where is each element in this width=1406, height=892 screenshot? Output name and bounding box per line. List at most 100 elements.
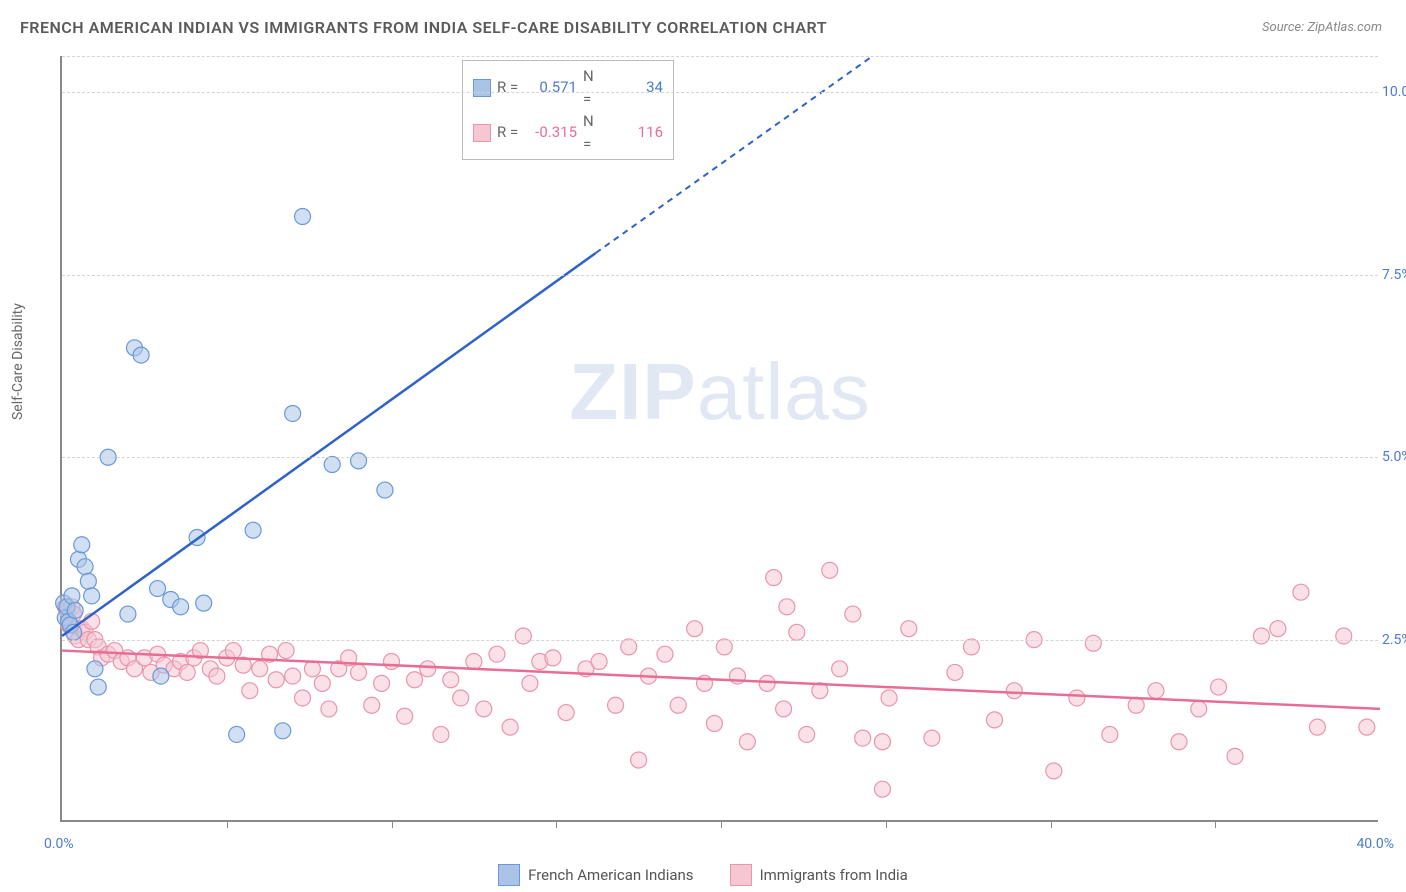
data-point: [1309, 719, 1325, 735]
data-point: [420, 661, 436, 677]
data-point: [397, 708, 413, 724]
data-point: [716, 639, 732, 655]
data-point: [874, 734, 890, 750]
stats-swatch-pink: [473, 124, 491, 142]
data-point: [324, 457, 340, 473]
plot-svg: [62, 56, 1378, 820]
data-point: [173, 599, 189, 615]
data-point: [275, 723, 291, 739]
data-point: [407, 672, 423, 688]
data-point: [150, 581, 166, 597]
data-point: [374, 675, 390, 691]
data-point: [179, 664, 195, 680]
data-point: [1211, 679, 1227, 695]
data-point: [558, 705, 574, 721]
data-point: [489, 646, 505, 662]
legend-item-blue: French American Indians: [498, 864, 693, 886]
data-point: [466, 654, 482, 670]
gridline-h: [62, 275, 1378, 276]
data-point: [476, 701, 492, 717]
data-point: [245, 522, 261, 538]
data-point: [822, 562, 838, 578]
data-point: [924, 730, 940, 746]
data-point: [502, 719, 518, 735]
data-point: [1253, 628, 1269, 644]
data-point: [779, 599, 795, 615]
data-point: [433, 726, 449, 742]
x-tick: [721, 820, 722, 828]
legend-label-blue: French American Indians: [528, 866, 693, 884]
gridline-h: [62, 92, 1378, 93]
data-point: [706, 716, 722, 732]
data-point: [881, 690, 897, 706]
legend: French American Indians Immigrants from …: [0, 864, 1406, 886]
data-point: [268, 672, 284, 688]
chart-title: FRENCH AMERICAN INDIAN VS IMMIGRANTS FRO…: [20, 18, 827, 37]
y-tick-label: 2.5%: [1382, 632, 1406, 648]
data-point: [278, 643, 294, 659]
data-point: [1046, 763, 1062, 779]
data-point: [377, 482, 393, 498]
y-tick-label: 7.5%: [1382, 267, 1406, 283]
data-point: [855, 730, 871, 746]
data-point: [776, 701, 792, 717]
y-tick-label: 5.0%: [1382, 449, 1406, 465]
data-point: [845, 606, 861, 622]
data-point: [242, 683, 258, 699]
data-point: [657, 646, 673, 662]
data-point: [1128, 697, 1144, 713]
stats-row-blue: R = 0.571 N = 34: [473, 65, 663, 110]
x-axis-min-label: 0.0%: [44, 836, 74, 852]
data-point: [153, 668, 169, 684]
data-point: [874, 781, 890, 797]
stats-box: R = 0.571 N = 34 R = -0.315 N = 116: [462, 60, 674, 160]
legend-item-pink: Immigrants from India: [730, 864, 908, 886]
legend-swatch-blue: [498, 864, 520, 886]
data-point: [1085, 635, 1101, 651]
data-point: [789, 624, 805, 640]
data-point: [1359, 719, 1375, 735]
stats-r-label: R =: [497, 76, 519, 99]
data-point: [1171, 734, 1187, 750]
data-point: [314, 675, 330, 691]
data-point: [87, 661, 103, 677]
stats-n-label: N =: [583, 110, 605, 155]
data-point: [252, 661, 268, 677]
data-point: [1191, 701, 1207, 717]
data-point: [196, 595, 212, 611]
data-point: [64, 588, 80, 604]
data-point: [1336, 628, 1352, 644]
data-point: [1148, 683, 1164, 699]
x-tick: [392, 820, 393, 828]
data-point: [1006, 683, 1022, 699]
data-point: [80, 573, 96, 589]
data-point: [1293, 584, 1309, 600]
stats-n-label: N =: [583, 65, 605, 110]
source-attribution: Source: ZipAtlas.com: [1262, 20, 1382, 35]
x-tick: [556, 820, 557, 828]
gridline-h: [62, 56, 1378, 57]
data-point: [295, 208, 311, 224]
data-point: [799, 726, 815, 742]
data-point: [515, 628, 531, 644]
x-tick: [1215, 820, 1216, 828]
data-point: [67, 602, 83, 618]
stats-r-label: R =: [497, 121, 519, 144]
data-point: [225, 643, 241, 659]
data-point: [901, 621, 917, 637]
data-point: [364, 697, 380, 713]
data-point: [670, 697, 686, 713]
y-axis-label: Self-Care Disability: [10, 303, 26, 420]
data-point: [766, 570, 782, 586]
data-point: [631, 752, 647, 768]
data-point: [687, 621, 703, 637]
data-point: [133, 347, 149, 363]
data-point: [443, 672, 459, 688]
data-point: [591, 654, 607, 670]
gridline-h: [62, 640, 1378, 641]
data-point: [1102, 726, 1118, 742]
data-point: [77, 559, 93, 575]
data-point: [1069, 690, 1085, 706]
data-point: [285, 668, 301, 684]
legend-swatch-pink: [730, 864, 752, 886]
